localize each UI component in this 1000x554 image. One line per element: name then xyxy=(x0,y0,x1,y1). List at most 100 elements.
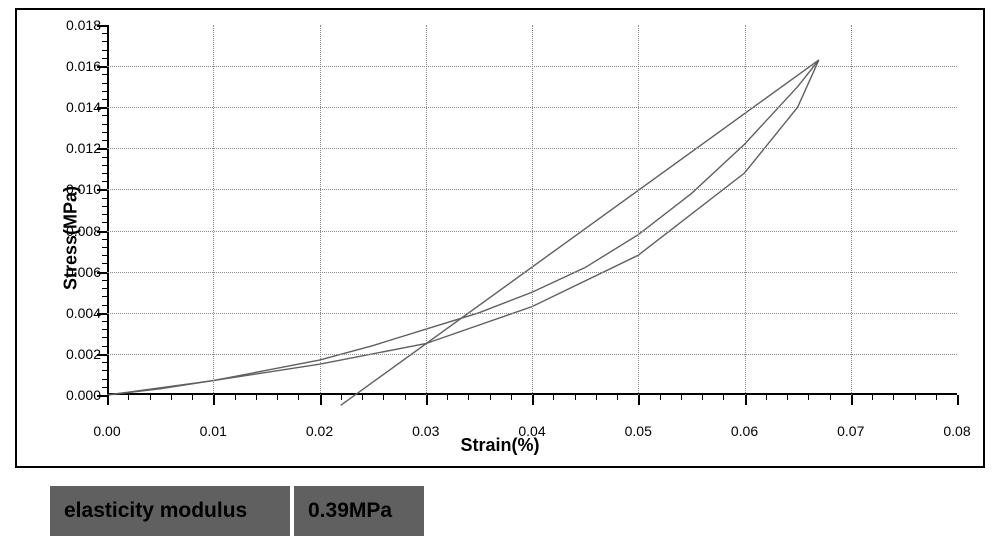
x-tick-minor xyxy=(171,395,172,400)
x-tick-minor xyxy=(915,395,916,400)
y-tick-minor xyxy=(102,370,107,371)
y-tick-label: 0.004 xyxy=(66,305,101,321)
y-tick-label: 0.006 xyxy=(66,264,101,280)
x-tick-minor xyxy=(787,395,788,400)
y-tick-minor xyxy=(102,33,107,34)
x-tick-minor xyxy=(936,395,937,400)
y-tick-minor xyxy=(102,222,107,223)
y-tick-label: 0.010 xyxy=(66,181,101,197)
y-tick-minor xyxy=(102,50,107,51)
x-tick-minor xyxy=(447,395,448,400)
y-tick-label: 0.014 xyxy=(66,99,101,115)
y-tick-minor xyxy=(102,165,107,166)
y-tick-minor xyxy=(102,41,107,42)
chart-frame: Stress(MPa) Strain(%) 0.0000.0020.0040.0… xyxy=(15,8,985,468)
gridline-v xyxy=(213,25,214,395)
x-tick-label: 0.07 xyxy=(837,423,864,439)
x-tick-label: 0.08 xyxy=(943,423,970,439)
y-tick-minor xyxy=(102,362,107,363)
x-tick-minor xyxy=(808,395,809,400)
x-tick-minor xyxy=(192,395,193,400)
x-tick-minor xyxy=(872,395,873,400)
x-tick xyxy=(107,395,109,405)
y-tick-minor xyxy=(102,140,107,141)
x-tick-minor xyxy=(660,395,661,400)
y-tick-minor xyxy=(102,115,107,116)
y-tick-minor xyxy=(102,132,107,133)
x-tick-minor xyxy=(830,395,831,400)
x-tick xyxy=(320,395,322,405)
x-tick-minor xyxy=(893,395,894,400)
y-tick-label: 0.012 xyxy=(66,140,101,156)
y-tick-minor xyxy=(102,346,107,347)
modulus-value-cell: 0.39MPa xyxy=(294,486,424,536)
x-tick xyxy=(532,395,534,405)
y-tick-minor xyxy=(102,321,107,322)
gridline-v xyxy=(745,25,746,395)
y-tick-label: 0.002 xyxy=(66,346,101,362)
x-tick-minor xyxy=(766,395,767,400)
gridline-v xyxy=(320,25,321,395)
y-tick-minor xyxy=(102,379,107,380)
x-tick-minor xyxy=(298,395,299,400)
x-tick-minor xyxy=(277,395,278,400)
y-tick-minor xyxy=(102,99,107,100)
x-tick-minor xyxy=(723,395,724,400)
gridline-v xyxy=(851,25,852,395)
y-tick-minor xyxy=(102,337,107,338)
y-tick-minor xyxy=(102,198,107,199)
x-tick-minor xyxy=(468,395,469,400)
x-tick xyxy=(426,395,428,405)
x-tick-label: 0.01 xyxy=(200,423,227,439)
y-tick-minor xyxy=(102,263,107,264)
x-tick xyxy=(638,395,640,405)
y-tick-label: 0.000 xyxy=(66,387,101,403)
x-tick xyxy=(213,395,215,405)
y-tick-minor xyxy=(102,280,107,281)
x-tick-label: 0.03 xyxy=(412,423,439,439)
x-tick-minor xyxy=(681,395,682,400)
y-tick-minor xyxy=(102,387,107,388)
y-tick-minor xyxy=(102,255,107,256)
x-tick xyxy=(745,395,747,405)
y-tick-minor xyxy=(102,239,107,240)
x-tick-label: 0.06 xyxy=(731,423,758,439)
y-tick-minor xyxy=(102,124,107,125)
x-tick-label: 0.02 xyxy=(306,423,333,439)
y-tick-minor xyxy=(102,157,107,158)
x-tick-label: 0.00 xyxy=(93,423,120,439)
y-tick-minor xyxy=(102,181,107,182)
x-tick-minor xyxy=(362,395,363,400)
y-tick-label: 0.008 xyxy=(66,223,101,239)
plot-area: 0.0000.0020.0040.0060.0080.0100.0120.014… xyxy=(107,25,957,395)
x-tick xyxy=(851,395,853,405)
y-tick-minor xyxy=(102,288,107,289)
x-tick-minor xyxy=(150,395,151,400)
x-tick-label: 0.05 xyxy=(625,423,652,439)
y-tick-minor xyxy=(102,206,107,207)
y-tick-minor xyxy=(102,296,107,297)
x-tick-minor xyxy=(341,395,342,400)
y-tick-minor xyxy=(102,83,107,84)
y-tick-minor xyxy=(102,329,107,330)
y-tick-minor xyxy=(102,74,107,75)
x-tick-minor xyxy=(383,395,384,400)
x-tick-minor xyxy=(511,395,512,400)
x-tick-label: 0.04 xyxy=(518,423,545,439)
x-tick-minor xyxy=(575,395,576,400)
y-tick-minor xyxy=(102,214,107,215)
x-tick-minor xyxy=(490,395,491,400)
y-tick-minor xyxy=(102,173,107,174)
x-tick-minor xyxy=(596,395,597,400)
x-tick-minor xyxy=(405,395,406,400)
x-tick-minor xyxy=(128,395,129,400)
gridline-v xyxy=(532,25,533,395)
x-tick-minor xyxy=(235,395,236,400)
y-tick-minor xyxy=(102,91,107,92)
y-tick-minor xyxy=(102,305,107,306)
info-table: elasticity modulus 0.39MPa xyxy=(50,486,424,536)
x-tick xyxy=(957,395,959,405)
modulus-label-cell: elasticity modulus xyxy=(50,486,290,536)
y-tick-label: 0.018 xyxy=(66,17,101,33)
x-tick-minor xyxy=(617,395,618,400)
